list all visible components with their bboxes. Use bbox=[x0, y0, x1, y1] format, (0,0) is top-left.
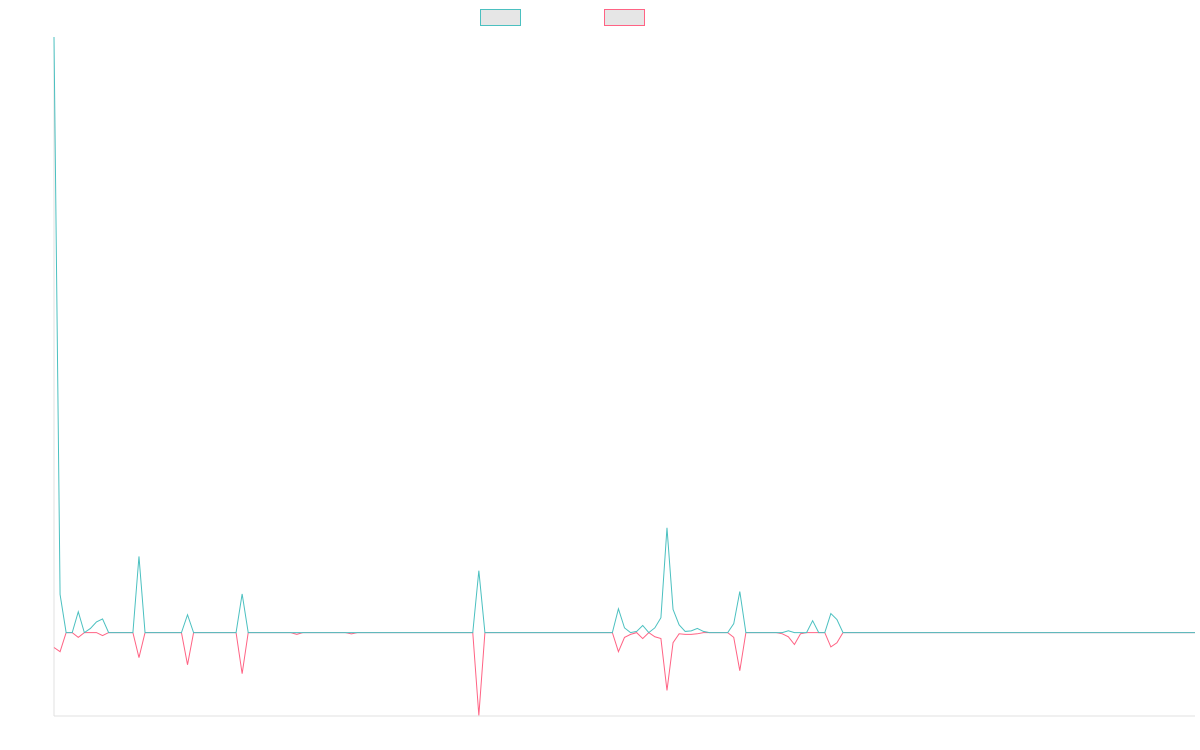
legend-swatch bbox=[480, 9, 521, 26]
series-line bbox=[53, 36, 1195, 634]
legend-swatch bbox=[604, 9, 645, 26]
series-line bbox=[53, 631, 1195, 716]
